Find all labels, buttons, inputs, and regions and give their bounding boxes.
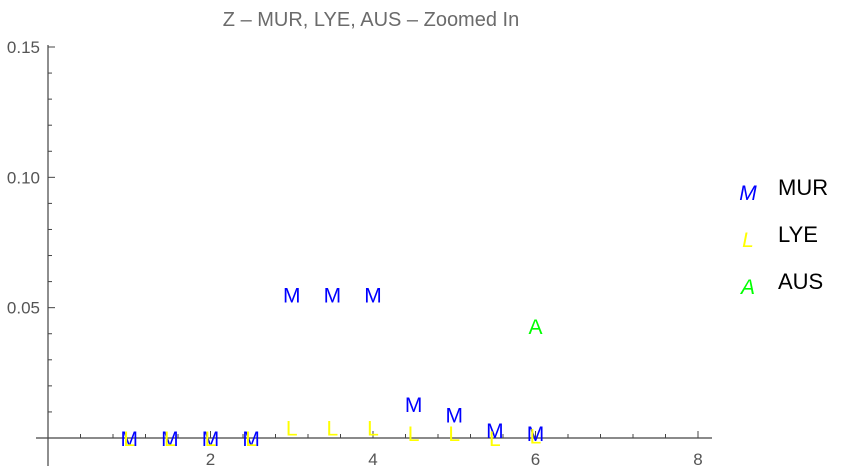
axis-ticks: 2 4 6 8 0.05 0.10 0.15	[7, 38, 703, 469]
data-point-lye: L	[530, 425, 542, 448]
data-point-lye: L	[367, 418, 379, 441]
data-point-mur: M	[121, 428, 139, 451]
data-point-mur: M	[405, 394, 423, 417]
plot-points: M M M MM M MM MM ML L L L L L L L L L LA	[121, 285, 545, 451]
data-point-mur: M	[486, 420, 504, 443]
data-point-lye: L	[448, 423, 460, 446]
x-tick-label: 4	[368, 450, 377, 469]
data-point-mur: M	[364, 285, 382, 308]
y-tick-label: 0.15	[7, 38, 40, 57]
legend-label: AUS	[778, 269, 823, 294]
data-point-mur: M	[283, 285, 301, 308]
data-point-mur: M	[161, 428, 179, 451]
data-point-mur: M	[527, 423, 545, 446]
series-mur: M M M MM M MM MM M	[121, 285, 545, 451]
x-tick-label: 8	[693, 450, 702, 469]
data-point-lye: L	[205, 428, 217, 451]
data-point-mur: M	[446, 405, 464, 428]
series-aus: A	[528, 316, 542, 339]
legend-item-mur: M MUR	[739, 175, 828, 205]
data-point-aus: A	[528, 316, 542, 339]
data-point-lye: L	[327, 418, 339, 441]
legend-item-lye: L LYE	[742, 222, 818, 252]
x-tick-label: 6	[531, 450, 540, 469]
data-point-lye: L	[489, 428, 501, 451]
data-point-lye: L	[164, 428, 176, 451]
legend-item-aus: A AUS	[739, 269, 823, 299]
data-point-lye: L	[123, 428, 135, 451]
data-point-lye: L	[286, 418, 298, 441]
y-tick-label: 0.05	[7, 299, 40, 318]
data-point-mur: M	[242, 428, 260, 451]
data-point-mur: M	[324, 285, 342, 308]
data-point-lye: L	[408, 423, 420, 446]
legend-marker: M	[739, 182, 757, 205]
axes	[36, 45, 712, 466]
legend: M MUR L LYE A AUS	[739, 175, 828, 299]
data-point-lye: L	[245, 428, 257, 451]
chart-title: Z – MUR, LYE, AUS – Zoomed In	[223, 9, 519, 31]
legend-label: MUR	[778, 175, 828, 200]
legend-label: LYE	[778, 222, 818, 247]
data-point-mur: M	[202, 428, 220, 451]
x-tick-label: 2	[206, 450, 215, 469]
legend-marker: A	[739, 276, 755, 299]
legend-marker: L	[742, 229, 754, 252]
y-tick-label: 0.10	[7, 168, 40, 187]
